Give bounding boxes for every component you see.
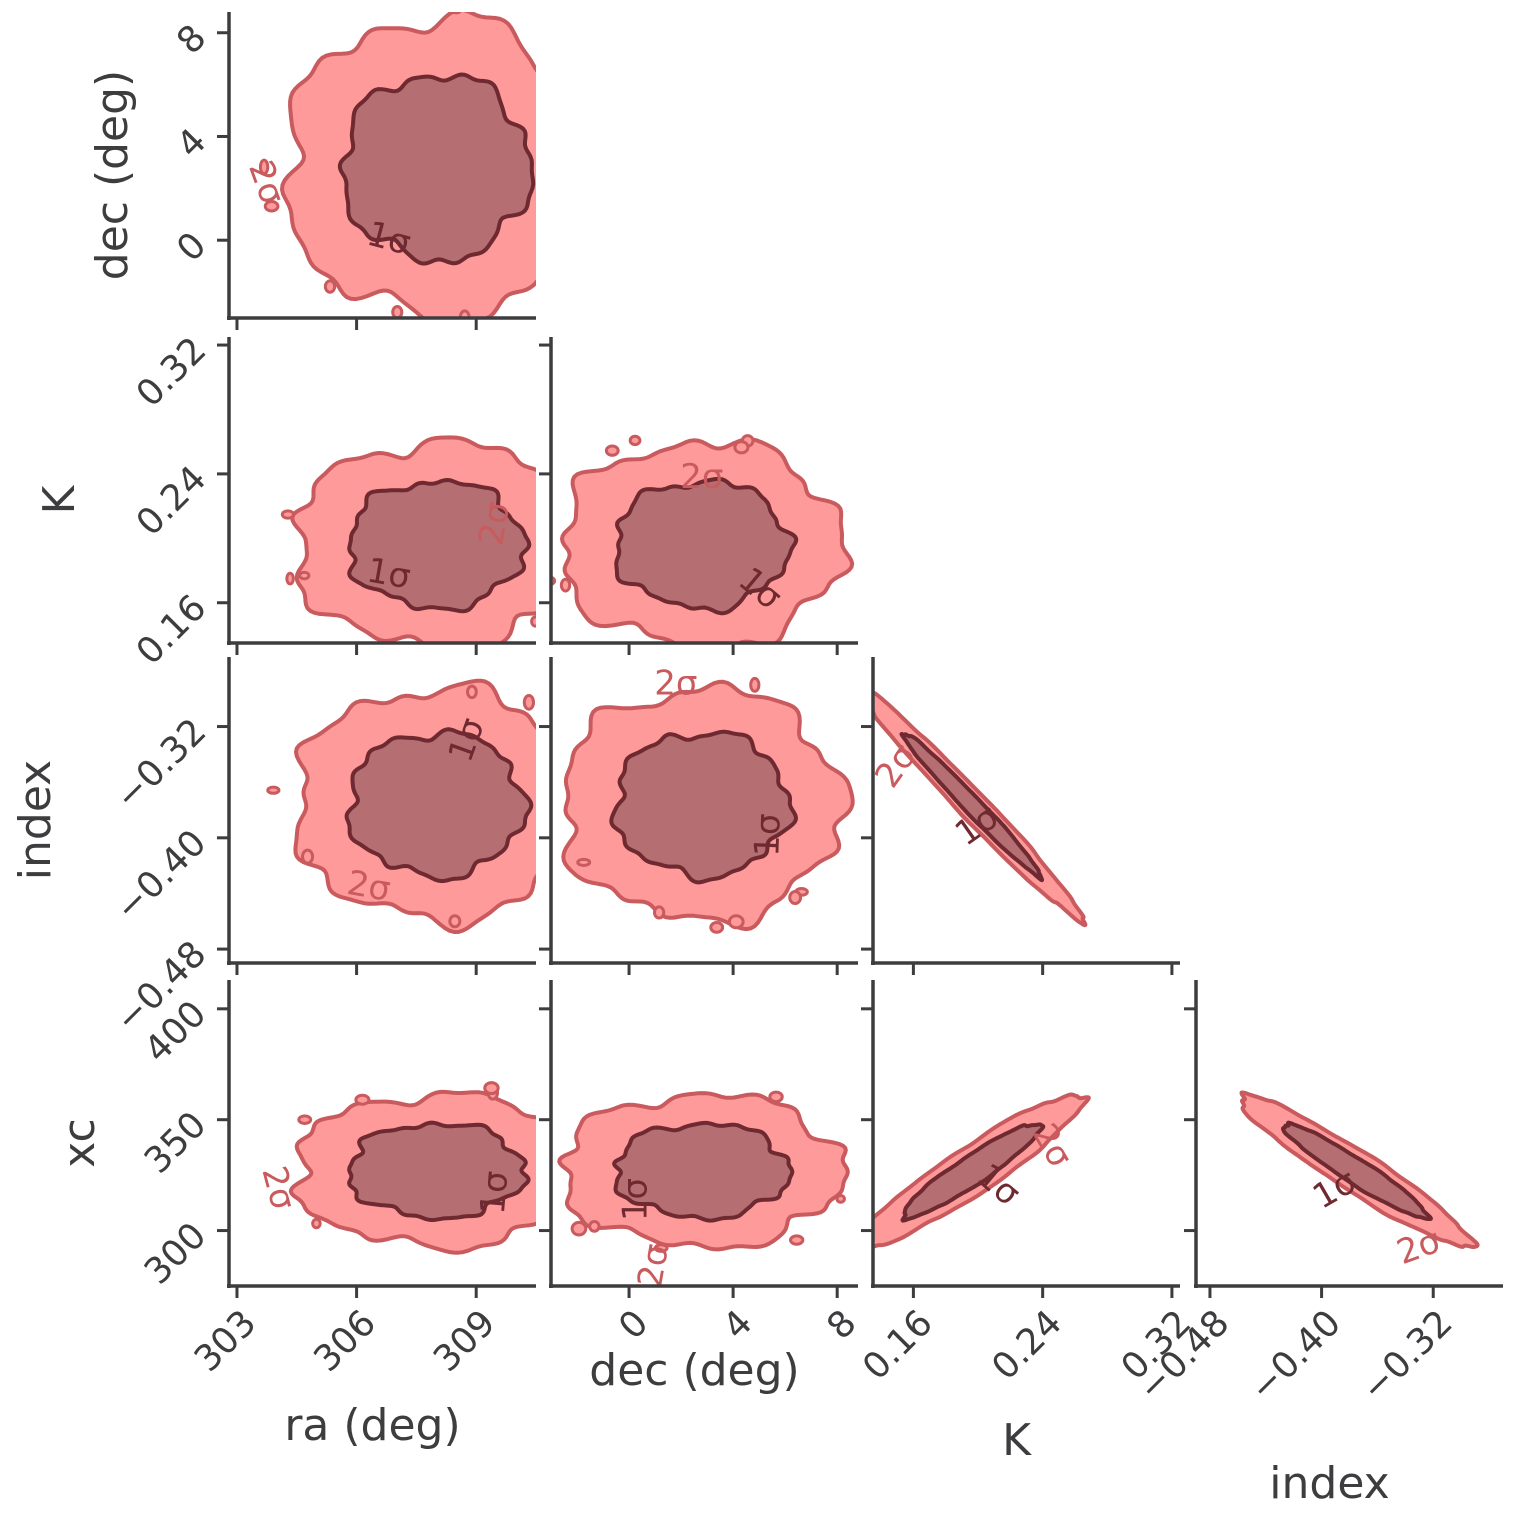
contour-blob xyxy=(628,434,642,447)
x-axis-title-dec: dec (deg) xyxy=(589,1345,799,1396)
contour-label: 2σ xyxy=(240,156,292,210)
contour-blob xyxy=(530,615,536,628)
contour-blob xyxy=(788,889,803,905)
y-tick-label: 0.24 xyxy=(129,458,215,544)
contour-blob xyxy=(300,848,315,865)
y-tick-label: 0 xyxy=(169,225,214,270)
y-axis-title-dec: dec (deg) xyxy=(87,70,138,280)
y-tick-label: 300 xyxy=(137,1215,215,1293)
contour-blob xyxy=(561,732,571,742)
x-axis-title-ra: ra (deg) xyxy=(284,1400,460,1451)
contour-blob xyxy=(652,905,666,920)
contour-blob xyxy=(653,1243,669,1253)
contour-1sigma xyxy=(344,727,534,884)
contour-blob xyxy=(552,612,563,625)
contour-blob xyxy=(354,1093,371,1106)
contour-label: 1σ xyxy=(615,1178,655,1221)
contour-blob xyxy=(537,1146,548,1156)
contour-1sigma xyxy=(612,1120,795,1223)
contour-label: 2σ xyxy=(680,457,723,497)
contour-blob xyxy=(298,570,311,581)
x-tick-label: 309 xyxy=(426,1302,504,1380)
contour-1sigma xyxy=(347,478,532,614)
contour-blob xyxy=(534,548,547,556)
x-tick-label: −0.40 xyxy=(1242,1302,1349,1409)
contour-blob xyxy=(391,304,404,318)
contour-blob xyxy=(570,1220,588,1237)
contour-blob xyxy=(749,676,761,693)
contour-blob xyxy=(263,200,280,213)
x-tick-label: 0.24 xyxy=(984,1302,1070,1388)
contour-1sigma xyxy=(900,1122,1046,1223)
contour-blob xyxy=(448,914,462,929)
panel-index-vs-dec: 2σ 1σ xyxy=(539,657,858,975)
contour-blob xyxy=(266,785,281,795)
contour-blob xyxy=(733,440,750,455)
contour-label: 2σ xyxy=(344,863,393,910)
contour-1sigma xyxy=(1280,1120,1433,1221)
contour-label: 1σ xyxy=(747,813,788,858)
contour-blob xyxy=(522,693,536,711)
y-tick-label: 8 xyxy=(169,17,214,62)
x-axis-title-index: index xyxy=(1269,1458,1389,1509)
contour-blob xyxy=(576,857,592,867)
contour-blob xyxy=(835,1193,846,1204)
x-tick-label: 8 xyxy=(819,1302,864,1347)
contour-1sigma xyxy=(347,1120,531,1222)
contour-blob xyxy=(789,1234,805,1246)
x-tick-label: 0 xyxy=(611,1302,656,1347)
contour-blob xyxy=(311,1217,322,1230)
contour-blob xyxy=(280,509,295,520)
contour-blob xyxy=(466,684,478,700)
y-tick-label: 350 xyxy=(137,1104,215,1182)
contour-blob xyxy=(604,444,620,457)
contour-label: 1σ xyxy=(473,1169,517,1216)
x-tick-label: 303 xyxy=(187,1302,265,1380)
contour-blob xyxy=(559,577,572,593)
y-tick-label: 4 xyxy=(169,121,214,166)
contour-label: 2σ xyxy=(471,499,518,548)
y-axis-title-xc: xc xyxy=(54,1118,105,1167)
contour-1sigma xyxy=(337,72,536,266)
y-axis-title-K: K xyxy=(34,484,85,514)
x-tick-label: 0.16 xyxy=(855,1302,941,1388)
y-tick-label: −0.40 xyxy=(107,822,214,929)
x-tick-label: −0.32 xyxy=(1354,1302,1461,1409)
contour-blob xyxy=(455,12,462,14)
contour-blob xyxy=(727,914,745,930)
contour-label: 2σ xyxy=(654,663,697,703)
contour-1sigma xyxy=(609,729,798,885)
contour-label: 2σ xyxy=(630,1241,677,1290)
contour-blob xyxy=(323,279,337,294)
y-tick-label: −0.32 xyxy=(107,711,214,818)
contour-blob xyxy=(285,571,295,586)
y-tick-label: 0.16 xyxy=(129,587,215,673)
x-tick-label: 4 xyxy=(715,1302,760,1347)
contour-blob xyxy=(297,1114,313,1126)
x-tick-label: 306 xyxy=(306,1302,384,1380)
contour-blob xyxy=(709,921,725,934)
contour-blob xyxy=(483,1081,500,1096)
contour-1sigma xyxy=(614,476,799,616)
contour-1sigma xyxy=(899,732,1045,883)
contour-blob xyxy=(588,1220,601,1233)
y-axis-title-index: index xyxy=(10,760,61,880)
panel-K-vs-ra: 1σ 2σ 0.16 0.24 0.32 xyxy=(129,329,563,673)
contour-label: 1σ xyxy=(364,550,413,597)
y-tick-label: 0.32 xyxy=(129,329,215,415)
contour-blob xyxy=(258,158,270,176)
x-axis-title-K: K xyxy=(1002,1415,1032,1466)
contour-label: 2σ xyxy=(253,1162,303,1214)
contour-blob xyxy=(768,1090,784,1104)
contour-blob xyxy=(451,12,462,15)
panel-xc-vs-dec: 1σ 2σ 0 4 8 xyxy=(537,980,865,1348)
